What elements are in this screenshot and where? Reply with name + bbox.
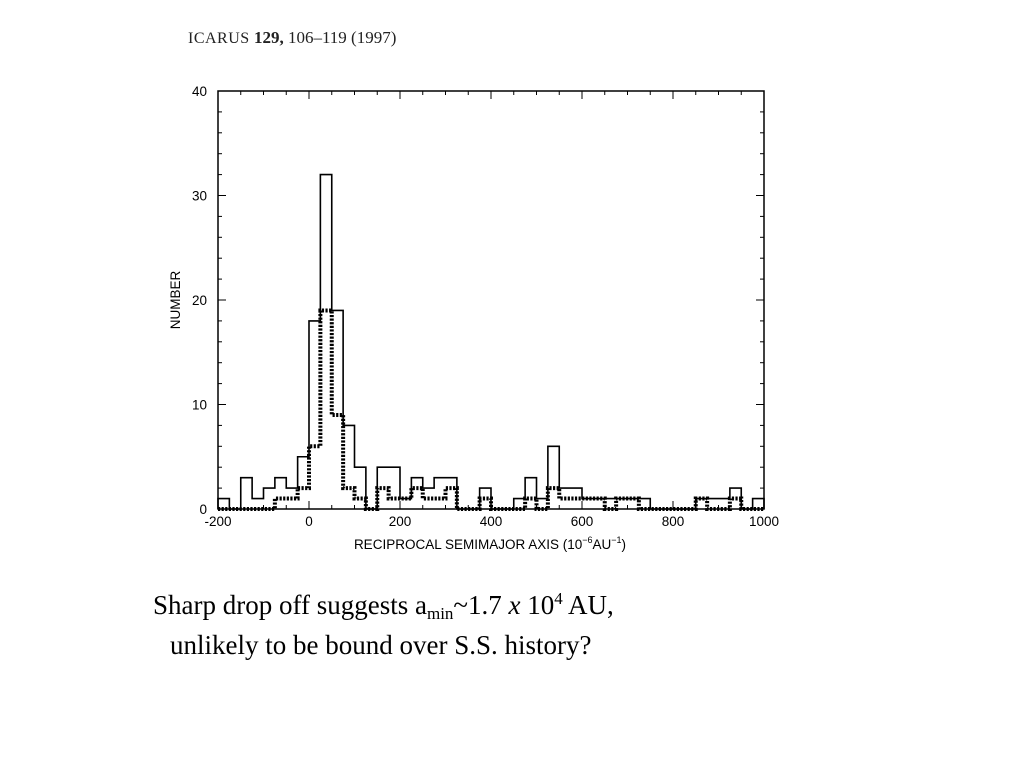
bar-subset [730,499,741,509]
bar-subset [446,488,457,509]
bar-subset [423,499,434,509]
bar-subset [434,499,445,509]
pages-year: 106–119 (1997) [287,28,397,47]
bar-all-comets [241,478,252,509]
bar-subset [571,499,582,509]
bar-subset [332,415,343,509]
y-tick-label: 0 [199,502,207,517]
y-tick-label: 20 [192,293,207,308]
bar-subset [286,499,297,509]
bar-subset [298,488,309,509]
x-tick-label: 0 [305,514,313,529]
caption-line-1: Sharp drop off suggests amin~1.7 x 104 A… [153,589,614,623]
bar-subset [275,499,286,509]
bar-subset [525,499,536,509]
bar-subset [593,499,604,509]
y-tick-label: 30 [192,189,207,204]
plot-frame [217,90,765,510]
bar-subset [696,499,707,509]
bar-subset [355,499,366,509]
bar-subset [400,499,411,509]
x-tick-label: 200 [389,514,412,529]
bar-subset [389,499,400,509]
x-tick-label: 1000 [749,514,779,529]
axis-ticks [217,90,765,510]
x-tick-labels: -200 0 200 400 600 800 1000 [204,514,779,529]
y-tick-labels: 0 10 20 30 40 [192,84,207,517]
bar-subset [582,499,593,509]
x-tick-label: 600 [571,514,594,529]
bar-subset [628,499,639,509]
bar-subset [548,488,559,509]
volume-number: 129, [253,28,284,47]
bar-subset [309,446,320,509]
slide-caption: Sharp drop off suggests amin~1.7 x 104 A… [153,585,614,665]
y-tick-label: 40 [192,84,207,99]
bar-all-comets [605,499,616,509]
bar-subset [559,499,570,509]
bar-subset [411,488,422,509]
bar-subset [377,488,388,509]
x-tick-label: 400 [480,514,503,529]
journal-name: ICARUS [188,30,250,47]
citation: ICARUS 129, 106–119 (1997) [188,28,396,48]
x-tick-label: 800 [662,514,685,529]
histogram-series [217,173,765,511]
bar-all-comets [264,488,275,509]
bar-all-comets [707,499,718,509]
y-axis-label: NUMBER [168,271,183,330]
bar-subset [320,310,331,509]
y-tick-label: 10 [192,398,207,413]
bar-subset [343,488,354,509]
bar-subset [616,499,627,509]
x-tick-label: -200 [204,514,231,529]
caption-line-2: unlikely to be bound over S.S. history? [170,630,592,660]
x-axis-label: RECIPROCAL SEMIMAJOR AXIS (10−6AU−1) [354,535,626,552]
bar-subset [480,499,491,509]
